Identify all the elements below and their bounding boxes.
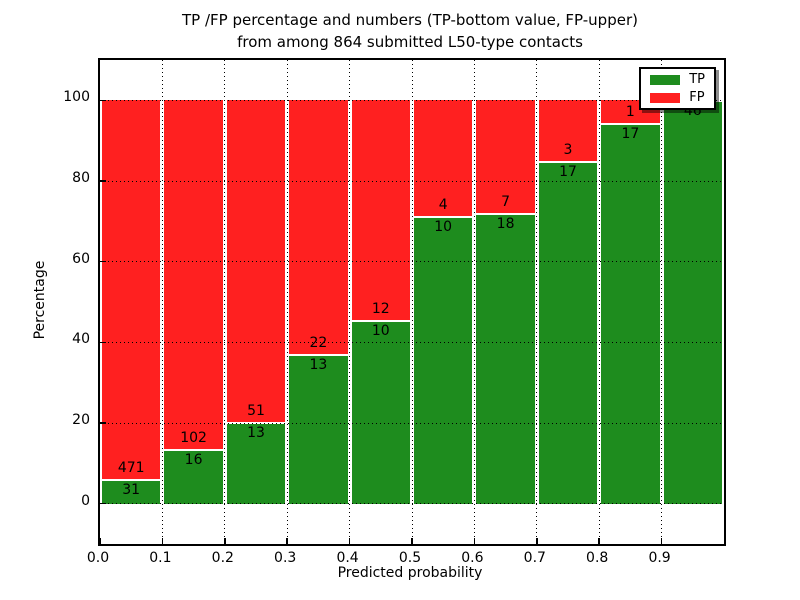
bar-segment-tp [412,215,475,504]
plot-area: 471 31 102 16 51 13 22 13 12 10 4 10 7 18 3 17 1 17 46 TP … [98,58,726,546]
bar-segment-fp [162,100,225,449]
bar-segment-fp [224,100,288,422]
x-gridline [473,60,475,544]
legend: TP FP [639,67,716,110]
y-gridline [100,99,724,101]
chart-title: TP /FP percentage and numbers (TP-bottom… [98,9,722,53]
y-tick-label: 80 [72,170,90,186]
y-tick-label: 100 [63,89,90,106]
x-tick [224,538,226,544]
legend-item-fp: FP [650,91,705,104]
x-tick [348,538,351,544]
bar-segment-fp [412,100,475,216]
bar-segment-tp [599,122,662,504]
y-tick [100,180,106,182]
chart-title-line2: from among 864 submitted L50-type contac… [237,33,583,51]
x-tick [660,538,663,544]
x-gridline [411,60,413,544]
y-tick-label: 40 [72,331,90,348]
bar-segment-fp [349,100,412,321]
legend-item-tp: TP [650,73,705,86]
y-gridline [100,261,724,263]
y-tick-label: 20 [72,412,90,428]
x-tick [286,538,288,544]
bar-segment-tp [474,213,537,504]
legend-swatch-fp [650,92,681,103]
y-gridline [100,503,724,505]
x-axis-label: Predicted probability [337,565,483,581]
x-gridline [224,60,226,544]
bar-label-tp: 17 [621,125,640,142]
x-gridline [161,60,163,544]
bar-label-fp: 4 [438,196,448,213]
x-tick-label: 0.9 [648,550,671,566]
y-gridline [100,341,724,343]
x-tick-label: 0.8 [586,550,609,566]
x-tick-label: 0.3 [274,550,297,566]
chart-title-line1: TP /FP percentage and numbers (TP-bottom… [182,11,638,29]
y-gridline [100,422,724,424]
x-gridline [598,60,600,544]
bar-segment-fp [100,100,163,479]
x-tick-label: 0.2 [211,550,234,566]
x-gridline [536,60,538,544]
bar-label-fp: 7 [501,194,511,211]
bar-segment-tp [100,478,163,504]
x-gridline [349,60,351,544]
x-tick [473,538,476,544]
bar-label-fp: 1 [625,103,635,120]
bar-label-tp: 31 [122,481,141,498]
bar-label-fp: 471 [117,459,145,476]
x-tick-label: 0.4 [336,550,359,566]
x-tick-label: 0.1 [149,550,172,566]
y-tick [100,99,106,102]
legend-swatch-tp [650,74,681,85]
y-axis-label: Percentage [32,260,48,340]
bar-label-fp: 3 [563,141,573,158]
bar-segment-tp [661,100,724,504]
bar-label-fp: 22 [309,334,328,351]
bar-label-tp: 17 [559,163,577,180]
y-tick-label: 60 [72,250,90,267]
x-gridline [661,60,663,544]
y-tick [100,502,106,505]
y-tick [100,422,106,424]
legend-label-tp: TP [689,72,705,87]
bar-segment-tp [349,320,412,504]
y-tick [100,341,106,344]
x-tick [598,538,600,544]
bar-segment-fp [287,100,350,354]
y-gridline [100,180,724,182]
bar-segment-tp [162,448,225,504]
y-tick-label: 0 [81,492,90,509]
bar-segment-fp [536,100,600,161]
bar-label-tp: 10 [434,218,453,235]
legend-label-fp: FP [689,90,705,105]
bar-label-tp: 18 [496,216,515,233]
x-tick-label: 0.0 [86,550,110,566]
bar-label-fp: 12 [371,301,390,318]
x-tick-label: 0.6 [461,550,484,566]
x-tick-label: 0.7 [523,550,546,566]
bar-segment-tp [287,353,350,504]
bar-label-tp: 13 [309,356,328,373]
x-tick [99,538,101,544]
x-gridline [286,60,288,544]
y-tick [100,260,106,263]
x-tick-label: 0.5 [398,550,422,566]
bar-label-fp: 51 [247,402,265,419]
bar-label-fp: 102 [180,429,207,446]
x-tick [411,538,413,544]
x-tick [536,538,538,544]
x-tick [161,538,164,544]
bar-segment-tp [536,160,600,504]
bar-label-tp: 10 [371,323,390,340]
bar-segment-fp [474,100,537,214]
bar-label-tp: 16 [184,451,203,468]
bar-label-tp: 13 [247,424,265,441]
